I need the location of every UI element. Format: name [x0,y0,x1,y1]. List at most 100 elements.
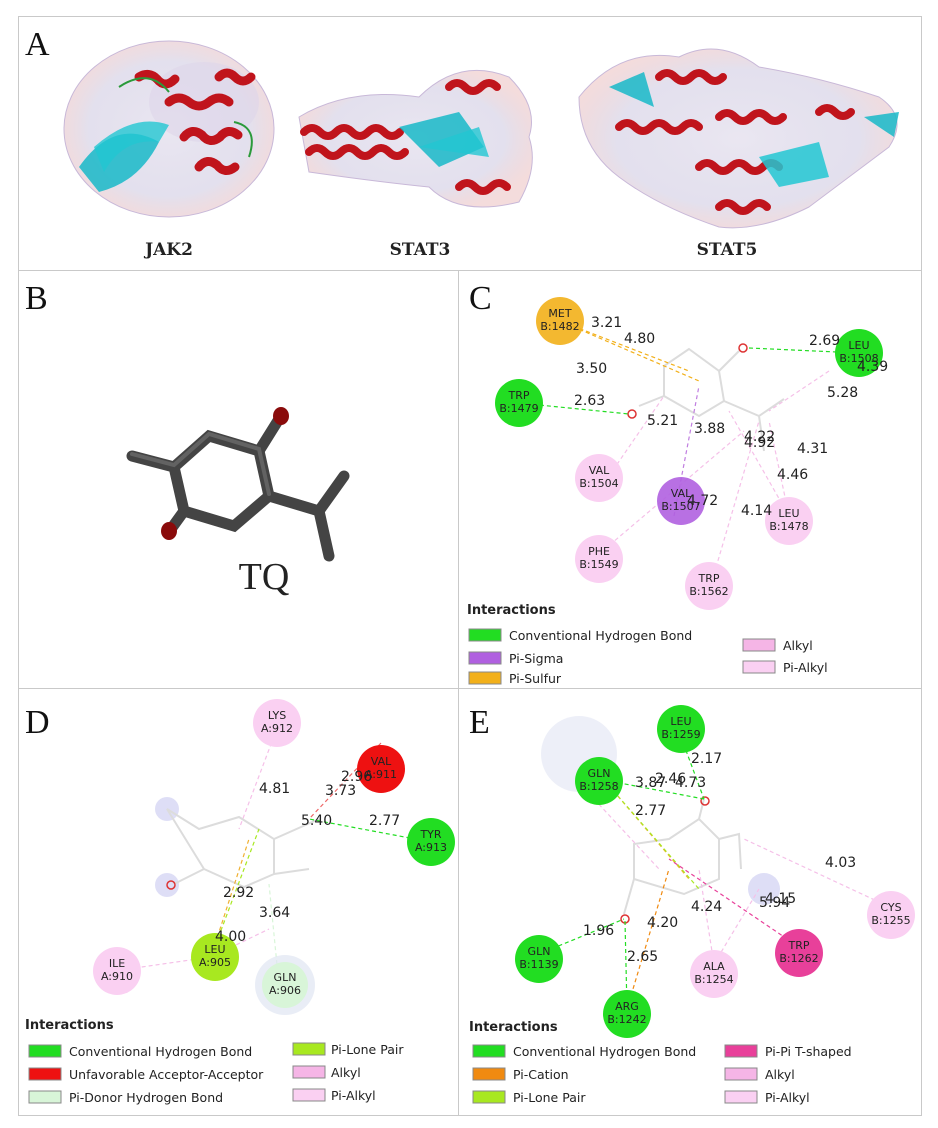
svg-text:Alkyl: Alkyl [331,1065,361,1080]
panel-b-label: B [25,280,48,317]
stat5-label: STAT5 [697,240,758,260]
panel-a-figure: A [25,26,899,260]
panel-c-legend-title: Interactions [467,603,556,618]
residue-ile-910: ILE A:910 [93,947,141,995]
panel-d: D LYS A:912 VAL A:911 [18,688,460,1116]
svg-text:5.94: 5.94 [759,895,790,911]
svg-text:3.87: 3.87 [635,775,666,791]
svg-text:Pi-Alkyl: Pi-Alkyl [783,660,828,675]
svg-text:Pi-Lone Pair: Pi-Lone Pair [513,1090,586,1105]
svg-text:B:1504: B:1504 [579,477,618,490]
panel-e-distance-labels: 2.17 3.87 2.46 4.73 2.77 4.03 5.94 4.15 … [583,751,856,965]
jak2-structure [63,40,275,218]
svg-text:2.17: 2.17 [691,751,722,767]
svg-text:2.46: 2.46 [655,771,686,787]
tq-molecule-figure: B TQ [25,280,350,598]
svg-text:3.21: 3.21 [591,315,622,331]
svg-text:A:912: A:912 [261,722,293,735]
residue-phe-1549: PHE B:1549 [575,535,623,583]
svg-text:LEU: LEU [204,943,225,956]
panel-c-distance-labels: 3.21 4.80 2.69 4.39 3.50 2.63 5.21 5.28 … [574,315,888,519]
svg-text:TRP: TRP [508,389,530,402]
svg-text:Pi-Sulfur: Pi-Sulfur [509,671,562,686]
svg-text:5.21: 5.21 [647,413,678,429]
panel-e-legend: Conventional Hydrogen Bond Pi-Cation Pi-… [472,1044,852,1105]
svg-text:Alkyl: Alkyl [783,638,813,653]
svg-text:2.77: 2.77 [635,803,666,819]
svg-text:3.73: 3.73 [325,783,356,799]
svg-text:2.69: 2.69 [809,333,840,349]
svg-text:4.20: 4.20 [647,915,678,931]
svg-text:4.39: 4.39 [857,359,888,375]
svg-text:B:1479: B:1479 [499,402,538,415]
residue-tyr-913: TYR A:913 [407,818,455,866]
svg-text:Pi-Cation: Pi-Cation [513,1067,569,1082]
svg-text:Pi-Donor Hydrogen Bond: Pi-Donor Hydrogen Bond [69,1090,223,1105]
svg-text:A:905: A:905 [199,956,231,969]
residue-leu-1259: LEU B:1259 [657,705,705,753]
svg-text:VAL: VAL [371,755,392,768]
residue-leu-1508: LEU B:1508 [835,329,883,377]
stat5-structure [578,48,899,229]
panel-d-interaction-diagram: D LYS A:912 VAL A:911 [25,699,455,1105]
residue-met-1482: MET B:1482 [536,297,584,345]
tq-label: TQ [239,556,290,598]
svg-text:A:913: A:913 [415,841,447,854]
svg-text:Conventional Hydrogen Bond: Conventional Hydrogen Bond [509,628,692,643]
svg-text:B:1258: B:1258 [579,780,618,793]
residue-arg-1242: ARG B:1242 [603,990,651,1038]
svg-text:3.50: 3.50 [576,361,607,377]
residue-trp-1479: TRP B:1479 [495,379,543,427]
panel-d-distance-labels: 4.81 3.73 2.96 5.40 2.77 2.92 3.64 4.00 [215,769,400,945]
svg-text:B:1507: B:1507 [661,500,700,513]
svg-text:2.92: 2.92 [223,885,254,901]
residue-gln-1258: GLN B:1258 [575,757,623,805]
residue-cys-1255: CYS B:1255 [867,891,915,939]
svg-text:B:1255: B:1255 [871,914,910,927]
svg-text:4.92: 4.92 [744,435,775,451]
svg-text:Pi-Lone Pair: Pi-Lone Pair [331,1042,404,1057]
residue-ala-1254: ALA B:1254 [690,950,738,998]
svg-text:Conventional Hydrogen Bond: Conventional Hydrogen Bond [513,1044,696,1059]
svg-text:4.22: 4.22 [744,429,775,445]
residue-leu-905: LEU A:905 [191,933,239,981]
svg-text:GLN: GLN [528,945,551,958]
svg-text:4.24: 4.24 [691,899,722,915]
oxygen-atom-top [273,407,289,425]
svg-text:5.40: 5.40 [301,813,332,829]
svg-text:Pi-Alkyl: Pi-Alkyl [331,1088,376,1103]
svg-text:1.96: 1.96 [583,923,614,939]
panel-e-legend-title: Interactions [469,1020,558,1035]
svg-text:VAL: VAL [589,464,610,477]
svg-text:4.31: 4.31 [797,441,828,457]
panel-c-label: C [469,280,492,317]
residue-leu-1478: LEU B:1478 [765,497,813,545]
oxygen-atom-bottom [161,522,177,540]
svg-text:B:1478: B:1478 [769,520,808,533]
svg-text:B:1562: B:1562 [689,585,728,598]
panel-a: A [18,16,922,272]
jak2-label: JAK2 [143,240,193,260]
svg-text:MET: MET [548,307,571,320]
svg-text:LEU: LEU [670,715,691,728]
stat3-structure [298,69,533,208]
svg-text:2.63: 2.63 [574,393,605,409]
svg-text:Alkyl: Alkyl [765,1067,795,1082]
panel-d-label: D [25,704,50,741]
svg-text:4.00: 4.00 [215,929,246,945]
svg-text:Pi-Pi T-shaped: Pi-Pi T-shaped [765,1044,852,1059]
svg-text:GLN: GLN [588,767,611,780]
panel-e-interaction-lines [538,736,895,1010]
svg-text:4.46: 4.46 [777,467,808,483]
svg-text:ILE: ILE [109,957,125,970]
panel-c-interaction-diagram: C MET B:1482 [467,280,888,686]
svg-text:4.15: 4.15 [765,891,796,907]
svg-text:LEU: LEU [848,339,869,352]
svg-text:4.73: 4.73 [675,775,706,791]
svg-text:TYR: TYR [419,828,441,841]
residue-val-1504: VAL B:1504 [575,454,623,502]
panel-a-label: A [25,26,50,63]
stat3-label: STAT3 [390,240,451,260]
residue-val-911: VAL A:911 [357,745,405,793]
panel-e: E LEU B:1259 [458,688,922,1116]
